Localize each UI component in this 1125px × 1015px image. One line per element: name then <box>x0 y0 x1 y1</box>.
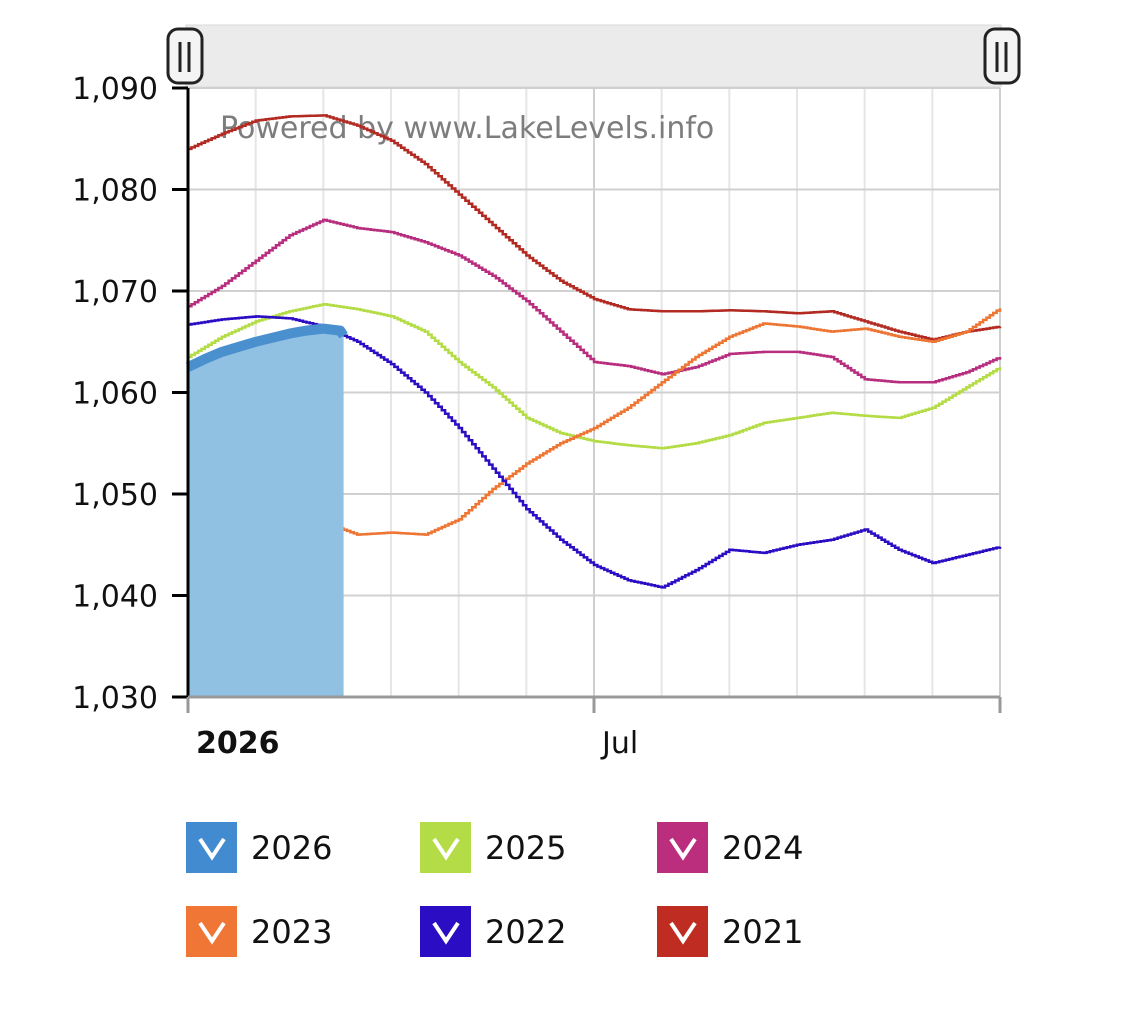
legend-checkbox[interactable] <box>420 906 471 957</box>
legend-item-2025[interactable]: 2025 <box>420 822 566 873</box>
legend-label: 2024 <box>722 828 804 867</box>
y-tick-label: 1,030 <box>72 681 158 716</box>
legend-item-2024[interactable]: 2024 <box>657 822 803 873</box>
legend-checkbox[interactable] <box>657 822 708 873</box>
axes: 1,030 1,040 1,050 1,060 1,070 1,080 1,090 2026 J… <box>72 72 1002 761</box>
legend-checkbox[interactable] <box>186 822 237 873</box>
navigator-right-handle[interactable] <box>983 27 1021 85</box>
legend-item-2023[interactable]: 2023 <box>186 906 332 957</box>
y-tick-label: 1,060 <box>72 377 158 412</box>
legend-item-2022[interactable]: 2022 <box>420 906 566 957</box>
checkmark-icon <box>197 837 226 861</box>
legend-label: 2025 <box>485 828 567 867</box>
series-line-2026 <box>185 323 348 372</box>
y-tick-label: 1,050 <box>72 478 158 513</box>
checkmark-icon <box>668 837 697 861</box>
checkmark-icon <box>431 921 460 945</box>
y-tick-label: 1,080 <box>72 174 158 209</box>
series-line-2024 <box>188 218 1002 384</box>
legend-checkbox[interactable] <box>420 822 471 873</box>
y-tick-label: 1,090 <box>72 72 158 107</box>
lake-level-chart: Powered by www.LakeLevels.info 1,0301,04… <box>72 24 1021 761</box>
checkmark-icon <box>431 837 460 861</box>
series-layer <box>185 114 1002 697</box>
navigator-bar[interactable] <box>185 24 1002 88</box>
legend-label: 2026 <box>251 828 333 867</box>
x-tick-label: 2026 <box>196 726 280 761</box>
legend-label: 2022 <box>485 912 567 951</box>
series-line-2021 <box>188 114 1002 341</box>
legend-item-2026[interactable]: 2026 <box>186 822 332 873</box>
legend-checkbox[interactable] <box>657 906 708 957</box>
legend-label: 2021 <box>722 912 804 951</box>
checkmark-icon <box>197 921 226 945</box>
series-area-2026 <box>188 328 344 697</box>
legend-checkbox[interactable] <box>186 906 237 957</box>
series-line-2025 <box>188 302 1002 450</box>
legend-item-2021[interactable]: 2021 <box>657 906 803 957</box>
navigator-left-handle[interactable] <box>166 27 204 85</box>
x-tick-label: Jul <box>600 726 638 761</box>
y-tick-label: 1,040 <box>72 580 158 615</box>
checkmark-icon <box>668 921 697 945</box>
legend-label: 2023 <box>251 912 333 951</box>
y-tick-label: 1,070 <box>72 275 158 310</box>
